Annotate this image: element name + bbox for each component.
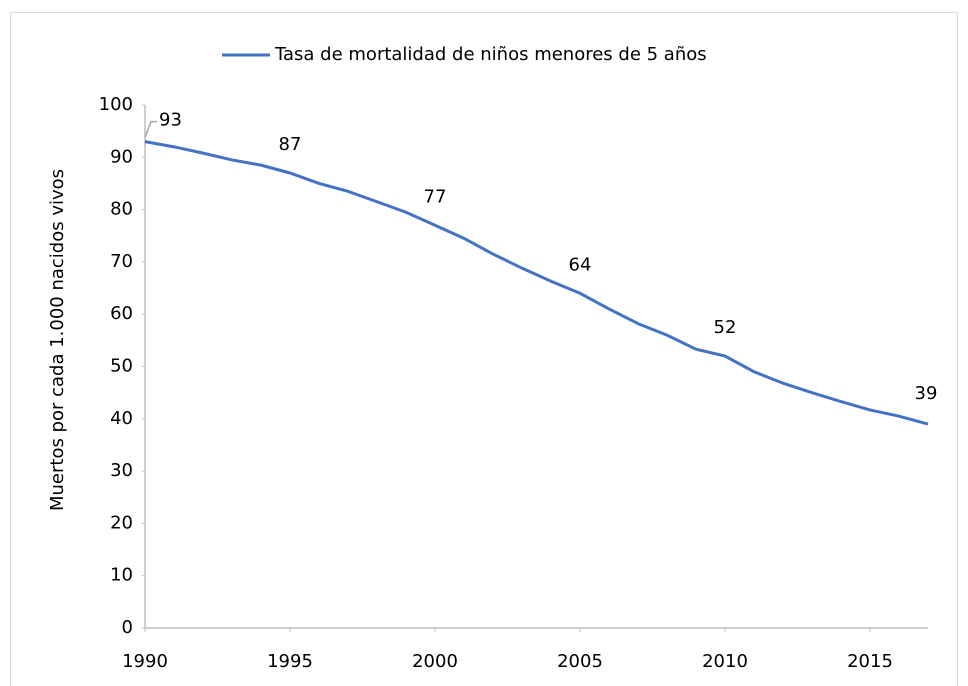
y-tick-label: 40 (110, 408, 133, 429)
data-label: 64 (569, 254, 592, 275)
x-tick-label: 2005 (557, 651, 603, 672)
data-label: 93 (159, 110, 182, 131)
data-label: 52 (714, 317, 737, 338)
data-line (144, 140, 929, 426)
y-tick-label: 20 (110, 512, 133, 533)
y-tick-label: 70 (110, 251, 133, 272)
y-tick-label: 0 (122, 617, 133, 638)
label-leader (144, 120, 157, 138)
y-axis-title: Muertos por cada 1.000 nacidos vivos (47, 169, 68, 511)
x-tick-label: 2000 (412, 651, 458, 672)
y-tick-label: 50 (110, 356, 133, 377)
data-label: 39 (915, 383, 938, 404)
data-label: 87 (279, 134, 302, 155)
y-tick-label: 30 (110, 460, 133, 481)
x-tick-label: 2015 (847, 651, 893, 672)
chart-border (10, 12, 958, 686)
y-tick-label: 100 (99, 94, 133, 115)
legend-label: Tasa de mortalidad de niños menores de 5… (274, 44, 707, 65)
y-tick-label: 80 (110, 199, 133, 220)
x-tick-label: 2010 (702, 651, 748, 672)
y-tick-label: 10 (110, 565, 133, 586)
x-tick-label: 1990 (122, 651, 168, 672)
y-tick-label: 90 (110, 146, 133, 167)
x-tick-label: 1995 (267, 651, 313, 672)
y-tick-label: 60 (110, 303, 133, 324)
data-label: 77 (424, 186, 447, 207)
